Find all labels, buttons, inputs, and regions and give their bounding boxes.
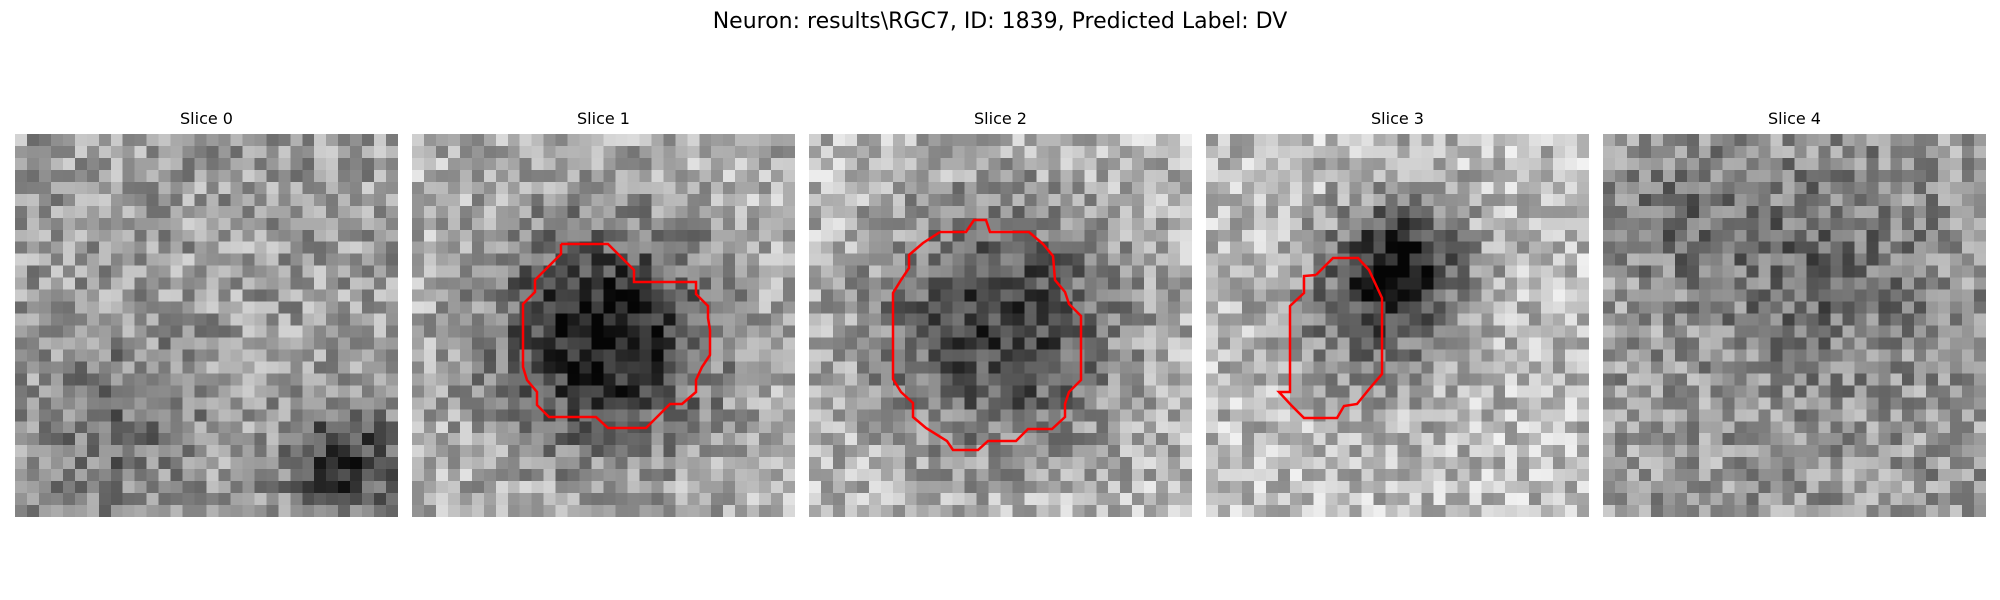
slice-3-contour-line: [1276, 256, 1384, 420]
slice-1-contour: [521, 242, 712, 430]
slice-2-contour: [891, 218, 1083, 452]
slice-1-contour-line: [521, 242, 712, 430]
slice-3-image: [1206, 134, 1589, 517]
slice-1-image: [412, 134, 795, 517]
figure-title: Neuron: results\RGC7, ID: 1839, Predicte…: [712, 9, 1288, 34]
slice-2-contour-line: [891, 218, 1083, 452]
slice-4-image: [1603, 134, 1986, 517]
panel-title-slice-4: Slice 4: [1768, 109, 1821, 128]
panel-title-slice-1: Slice 1: [577, 109, 630, 128]
slice-2-image: [809, 134, 1192, 517]
panel-title-slice-0: Slice 0: [180, 109, 233, 128]
slice-0-image: [15, 134, 398, 517]
panel-title-slice-2: Slice 2: [974, 109, 1027, 128]
panel-title-slice-3: Slice 3: [1371, 109, 1424, 128]
slice-3-contour: [1276, 256, 1384, 420]
